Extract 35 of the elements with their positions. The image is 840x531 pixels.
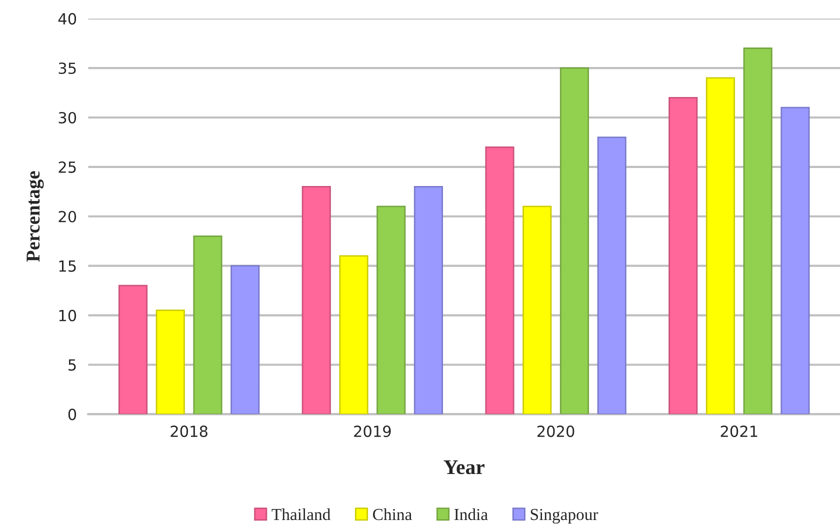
- y-tick-label: 0: [68, 408, 76, 420]
- x-tick-label: 2020: [537, 426, 574, 438]
- y-tick-label: 15: [59, 260, 76, 272]
- bar: [560, 67, 589, 414]
- legend-label: Thailand: [272, 508, 330, 520]
- x-tick-label: 2021: [720, 426, 758, 438]
- bar: [376, 206, 406, 414]
- y-tick-label: 35: [58, 62, 76, 74]
- y-tick-label: 10: [59, 310, 76, 322]
- bar: [118, 284, 148, 414]
- bar: [522, 206, 552, 414]
- bar: [597, 136, 626, 414]
- bar: [339, 255, 368, 414]
- bar: [414, 186, 443, 414]
- bar: [193, 235, 222, 414]
- x-axis-title: Year: [444, 460, 484, 474]
- bar: [780, 106, 810, 414]
- bar: [743, 48, 772, 414]
- legend-label: China: [373, 508, 412, 520]
- bar: [706, 77, 735, 414]
- bar: [485, 146, 514, 414]
- x-tick-label: 2019: [354, 426, 391, 438]
- legend-label: India: [454, 508, 488, 520]
- bar: [302, 186, 331, 414]
- legend-label: Singapour: [530, 508, 598, 524]
- y-tick-label: 25: [58, 161, 76, 173]
- bar: [230, 265, 260, 414]
- y-tick-label: 20: [58, 210, 76, 222]
- y-axis-title: Percentage: [26, 171, 44, 262]
- y-tick-label: 40: [58, 13, 76, 25]
- y-tick-label: 5: [68, 359, 76, 371]
- y-tick-label: 30: [58, 112, 76, 124]
- bar: [156, 310, 185, 414]
- x-tick-label: 2018: [170, 426, 208, 438]
- bar: [668, 97, 698, 414]
